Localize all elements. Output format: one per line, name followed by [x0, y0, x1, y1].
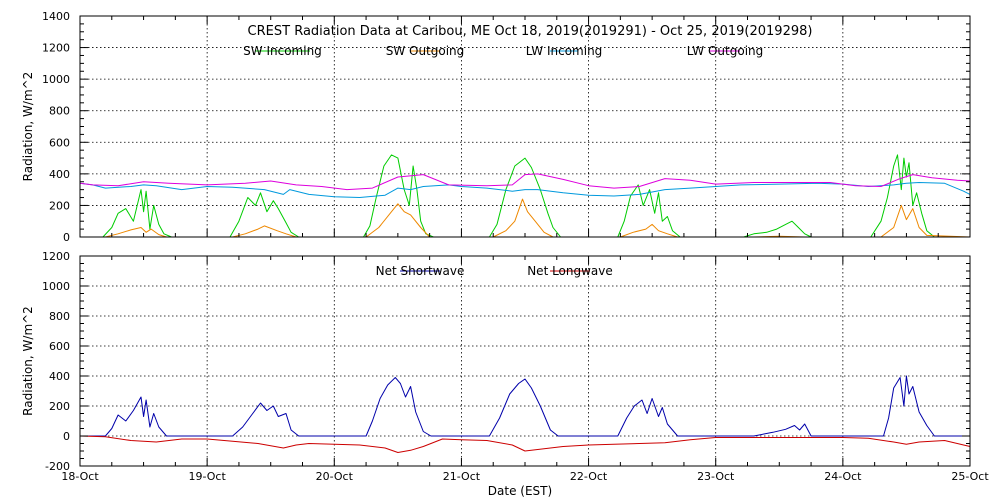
x-tick-label: 23-Oct — [697, 470, 735, 483]
bottom-y-tick-label: 800 — [49, 310, 70, 323]
top-y-tick-label: 1200 — [42, 42, 70, 55]
legend-label-sw-incoming: SW Incoming — [243, 44, 322, 58]
x-tick-label: 19-Oct — [188, 470, 226, 483]
bottom-x-tick-labels: 18-Oct 19-Oct 20-Oct 21-Oct 22-Oct 23-Oct 24-O… — [61, 470, 989, 483]
top-y-axis-title: Radiation, W/m^2 — [21, 72, 35, 182]
top-grid — [80, 16, 970, 237]
legend-label-lw-outgoing: LW Outgoing — [687, 44, 764, 58]
bottom-y-tick-label: 1200 — [42, 250, 70, 263]
top-ticks — [79, 15, 971, 238]
x-axis-title: Date (EST) — [488, 484, 552, 498]
bottom-y-tick-label: -200 — [45, 460, 70, 473]
series-net-longwave — [79, 435, 971, 453]
bottom-grid — [80, 256, 970, 466]
bottom-y-tick-label: 200 — [49, 400, 70, 413]
top-y-tick-label: 600 — [49, 136, 70, 149]
bottom-y-axis-title: Radiation, W/m^2 — [21, 306, 35, 416]
bottom-y-tick-label: 1000 — [42, 280, 70, 293]
legend-label-net-longwave: Net Longwave — [527, 264, 613, 278]
bottom-legend: Net Shortwave Net Longwave — [376, 264, 613, 278]
series-lw-outgoing — [79, 173, 971, 191]
bottom-y-tick-label: 0 — [63, 430, 70, 443]
top-y-tick-label: 400 — [49, 168, 70, 181]
x-tick-label: 18-Oct — [61, 470, 99, 483]
top-y-tick-label: 200 — [49, 199, 70, 212]
top-y-tick-label: 800 — [49, 105, 70, 118]
bottom-y-tick-labels: -200 0 200 400 600 800 1000 1200 — [42, 250, 70, 473]
top-y-tick-label: 1000 — [42, 73, 70, 86]
legend-label-net-shortwave: Net Shortwave — [376, 264, 465, 278]
x-tick-label: 24-Oct — [824, 470, 862, 483]
top-panel: 0 200 400 600 800 1000 1200 1400 Radiation, W/m… — [21, 10, 971, 244]
top-legend: SW Incoming SW Outgoing LW Incoming LW Outg… — [243, 44, 763, 58]
top-y-tick-labels: 0 200 400 600 800 1000 1200 1400 — [42, 10, 70, 244]
legend-label-sw-outgoing: SW Outgoing — [386, 44, 465, 58]
x-tick-label: 22-Oct — [570, 470, 608, 483]
bottom-series-group — [79, 375, 971, 453]
x-tick-label: 25-Oct — [951, 470, 989, 483]
x-tick-label: 20-Oct — [316, 470, 354, 483]
bottom-y-tick-label: 600 — [49, 340, 70, 353]
legend-label-lw-incoming: LW Incoming — [526, 44, 603, 58]
top-y-tick-label: 1400 — [42, 10, 70, 23]
x-tick-label: 21-Oct — [443, 470, 481, 483]
bottom-y-tick-label: 400 — [49, 370, 70, 383]
bottom-panel: -200 0 200 400 600 800 1000 1200 18-Oct 19-Oct 20… — [21, 250, 989, 498]
chart-title: CREST Radiation Data at Caribou, ME Oct … — [248, 24, 813, 39]
bottom-ticks — [79, 255, 971, 467]
series-net-shortwave — [80, 375, 970, 437]
top-y-tick-label: 0 — [63, 231, 70, 244]
